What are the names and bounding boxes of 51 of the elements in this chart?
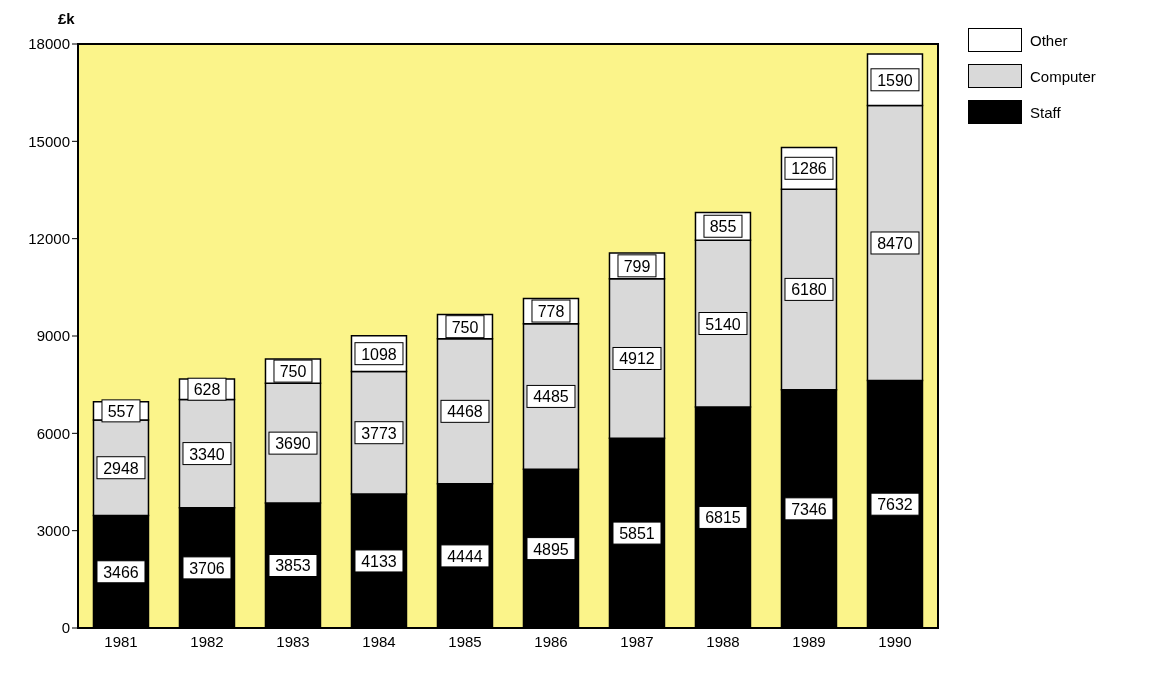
- data-label: 2948: [103, 459, 139, 477]
- data-label: 1286: [791, 160, 827, 178]
- data-label: 855: [709, 218, 737, 236]
- x-tick-label: 1987: [620, 632, 654, 650]
- data-label: 5140: [705, 315, 741, 333]
- data-label: 6815: [705, 509, 741, 527]
- data-label: 750: [279, 363, 307, 381]
- data-label: 3340: [189, 445, 225, 463]
- data-label: 4485: [533, 388, 569, 406]
- y-tick-label: 12000: [28, 229, 70, 247]
- x-tick-label: 1984: [362, 632, 396, 650]
- y-tick-label: 6000: [36, 424, 70, 442]
- x-tick-label: 1989: [792, 632, 826, 650]
- data-label: 1590: [877, 71, 913, 89]
- data-label: 557: [107, 402, 135, 420]
- x-tick-label: 1981: [104, 632, 138, 650]
- x-tick-label: 1988: [706, 632, 740, 650]
- data-label: 4912: [619, 350, 655, 368]
- data-label: 8470: [877, 234, 913, 252]
- data-label: 7346: [791, 500, 827, 518]
- y-tick-label: 0: [61, 619, 70, 637]
- data-label: 3706: [189, 559, 225, 577]
- data-label: 628: [193, 381, 221, 399]
- x-tick-label: 1983: [276, 632, 310, 650]
- data-label: 778: [537, 303, 565, 321]
- data-label: 4133: [361, 552, 397, 570]
- data-label: 5851: [619, 525, 655, 543]
- x-tick-label: 1982: [190, 632, 224, 650]
- data-label: 6180: [791, 281, 827, 299]
- data-label: 4444: [447, 547, 483, 565]
- x-tick-label: 1985: [448, 632, 482, 650]
- y-tick-label: 15000: [28, 132, 70, 150]
- data-label: 1098: [361, 345, 397, 363]
- data-label: 799: [623, 257, 651, 275]
- x-tick-label: 1986: [534, 632, 568, 650]
- y-axis-title: £k: [58, 10, 75, 27]
- legend-label: Computer: [1030, 67, 1096, 85]
- data-label: 4468: [447, 403, 483, 421]
- y-tick-label: 18000: [28, 35, 70, 53]
- data-label: 3773: [361, 424, 397, 442]
- x-tick-label: 1990: [878, 632, 912, 650]
- y-tick-label: 9000: [36, 327, 70, 345]
- data-label: 3853: [275, 557, 311, 575]
- legend-label: Staff: [1030, 103, 1061, 121]
- data-label: 750: [451, 318, 479, 336]
- legend-label: Other: [1030, 31, 1068, 49]
- data-label: 7632: [877, 496, 913, 514]
- data-label: 3466: [103, 563, 139, 581]
- data-label: 4895: [533, 540, 569, 558]
- data-label: 3690: [275, 435, 311, 453]
- y-tick-label: 3000: [36, 521, 70, 539]
